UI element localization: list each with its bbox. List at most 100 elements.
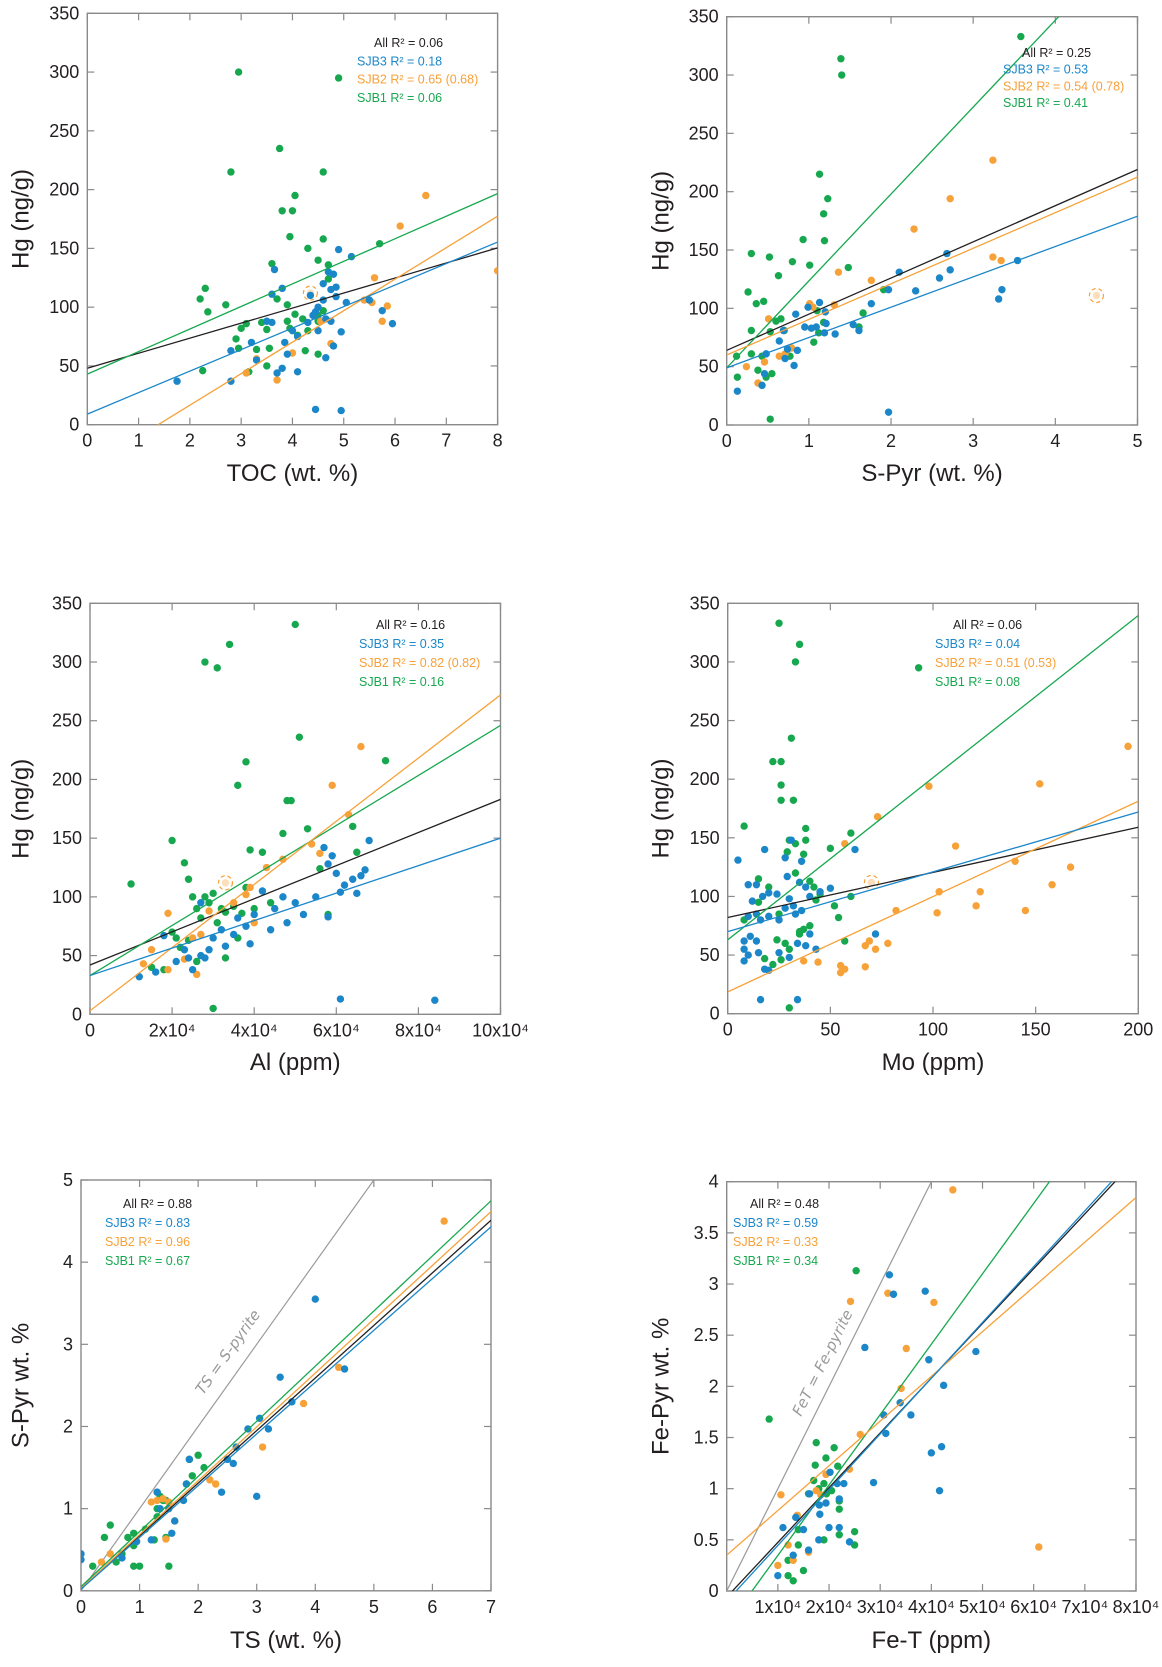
data-point-sjb1 [375, 239, 384, 248]
data-point-sjb3 [998, 285, 1006, 294]
data-point-sjb1 [188, 893, 197, 901]
data-point-sjb3 [765, 912, 773, 921]
y-tick-label: 250 [52, 711, 82, 731]
data-point-sjb1 [834, 1462, 842, 1470]
data-point-sjb1 [794, 1525, 803, 1534]
data-point-sjb2 [951, 842, 960, 850]
data-point-sjb2 [830, 301, 839, 309]
data-point-sjb2 [976, 888, 984, 896]
data-point-sjb3 [760, 845, 769, 854]
data-point-sjb1 [135, 1562, 144, 1570]
data-point-sjb2 [162, 1535, 170, 1543]
data-point-sjb3 [147, 1536, 155, 1544]
data-point-sjb1 [769, 757, 777, 766]
x-tick-label: 200 [1123, 1020, 1153, 1040]
data-point-sjb3 [939, 1381, 948, 1390]
y-tick-label: 0 [709, 1581, 719, 1601]
x-tick-label: 2 [193, 1597, 203, 1617]
data-point-sjb2 [834, 268, 843, 276]
data-point-sjb3 [884, 408, 893, 416]
data-point-sjb1 [106, 1521, 114, 1529]
plot-frame [726, 16, 1139, 426]
outlier-point-sjb2 [1092, 291, 1101, 300]
data-point-sjb1 [353, 848, 361, 856]
y-tick-label: 4 [63, 1252, 73, 1272]
data-point-sjb3 [361, 866, 369, 874]
data-point-sjb1 [834, 913, 843, 922]
data-point-sjb3 [336, 995, 345, 1003]
reference-line [726, 1181, 933, 1591]
fit-line-sjb2 [726, 176, 1138, 356]
y-tick-label: 0 [72, 1004, 82, 1024]
plot-area [727, 614, 1139, 1012]
legend-entry-sjb3: SJB3 R² = 0.18 [357, 54, 442, 68]
data-point-sjb3 [252, 356, 261, 364]
data-point-sjb3 [756, 995, 765, 1004]
data-point-sjb3 [826, 1468, 834, 1477]
data-point-sjb1 [765, 1415, 773, 1423]
legend-entry-sjb2: SJB2 R² = 0.54 (0.78) [1003, 79, 1124, 93]
plot-area [90, 620, 501, 1013]
data-point-sjb2 [946, 194, 954, 203]
y-tick-label: 0 [63, 1581, 73, 1601]
data-point-sjb1 [265, 344, 274, 352]
legend: All R² = 0.48 SJB3 R² = 0.59 SJB2 R² = 0.3… [733, 1197, 819, 1268]
data-point-sjb3 [232, 1443, 240, 1451]
data-point-sjb3 [775, 337, 783, 345]
data-point-sjb1 [263, 362, 271, 370]
data-point-sjb1 [740, 822, 748, 830]
y-tick-label: 50 [59, 356, 79, 376]
data-point-sjb3 [263, 317, 271, 325]
data-point-sjb2 [299, 1399, 308, 1408]
data-point-sjb1 [196, 295, 204, 303]
data-point-sjb3 [972, 1347, 980, 1356]
data-point-sjb1 [768, 369, 776, 378]
data-point-sjb3 [324, 913, 332, 921]
data-point-sjb2 [164, 909, 172, 918]
y-tick-label: 1 [709, 1479, 719, 1499]
outlier-marker [1088, 287, 1105, 304]
plot-frame [80, 1179, 492, 1592]
data-point-sjb3 [349, 875, 357, 883]
fit-line-sjb2 [156, 215, 498, 425]
data-point-sjb2 [493, 267, 498, 275]
data-point-sjb1 [806, 877, 814, 885]
data-point-sjb3 [258, 887, 267, 895]
data-point-sjb3 [812, 323, 820, 331]
data-point-sjb3 [793, 995, 802, 1004]
x-tick-label: 8 [493, 431, 503, 451]
data-point-sjb1 [242, 758, 250, 766]
y-tick-label: 150 [49, 238, 79, 258]
data-point-sjb3 [781, 854, 789, 862]
data-point-sjb2 [197, 930, 205, 939]
data-point-sjb3 [867, 299, 876, 308]
data-point-sjb1 [258, 848, 267, 856]
data-point-sjb3 [332, 869, 340, 878]
data-point-sjb3 [283, 350, 292, 358]
data-point-sjb1 [810, 338, 818, 346]
data-point-sjb2 [188, 934, 197, 942]
data-point-sjb3 [849, 320, 857, 329]
y-tick-label: 250 [689, 123, 719, 143]
data-point-sjb1 [837, 54, 845, 63]
y-tick-label: 2 [709, 1376, 719, 1396]
data-point-sjb2 [1048, 881, 1056, 889]
data-point-sjb1 [227, 168, 235, 176]
data-point-sjb1 [754, 898, 763, 907]
data-point-sjb3 [320, 843, 328, 852]
x-tick-label: 5 [1132, 431, 1142, 451]
data-point-sjb3 [806, 892, 814, 901]
fit-line-all [87, 247, 498, 369]
data-point-sjb1 [334, 74, 343, 82]
y-tick-label: 0 [69, 415, 79, 435]
data-point-sjb2 [316, 849, 324, 858]
data-point-sjb3 [188, 965, 197, 974]
data-point-sjb3 [779, 1523, 787, 1532]
legend-entry-sjb3: SJB3 R² = 0.53 [1003, 63, 1088, 77]
data-point-sjb2 [335, 1363, 343, 1372]
x-tick-label: 2 [185, 431, 195, 451]
data-point-sjb3 [851, 845, 859, 854]
y-tick-label: 1.5 [694, 1428, 719, 1448]
y-tick-label: 150 [690, 828, 720, 848]
